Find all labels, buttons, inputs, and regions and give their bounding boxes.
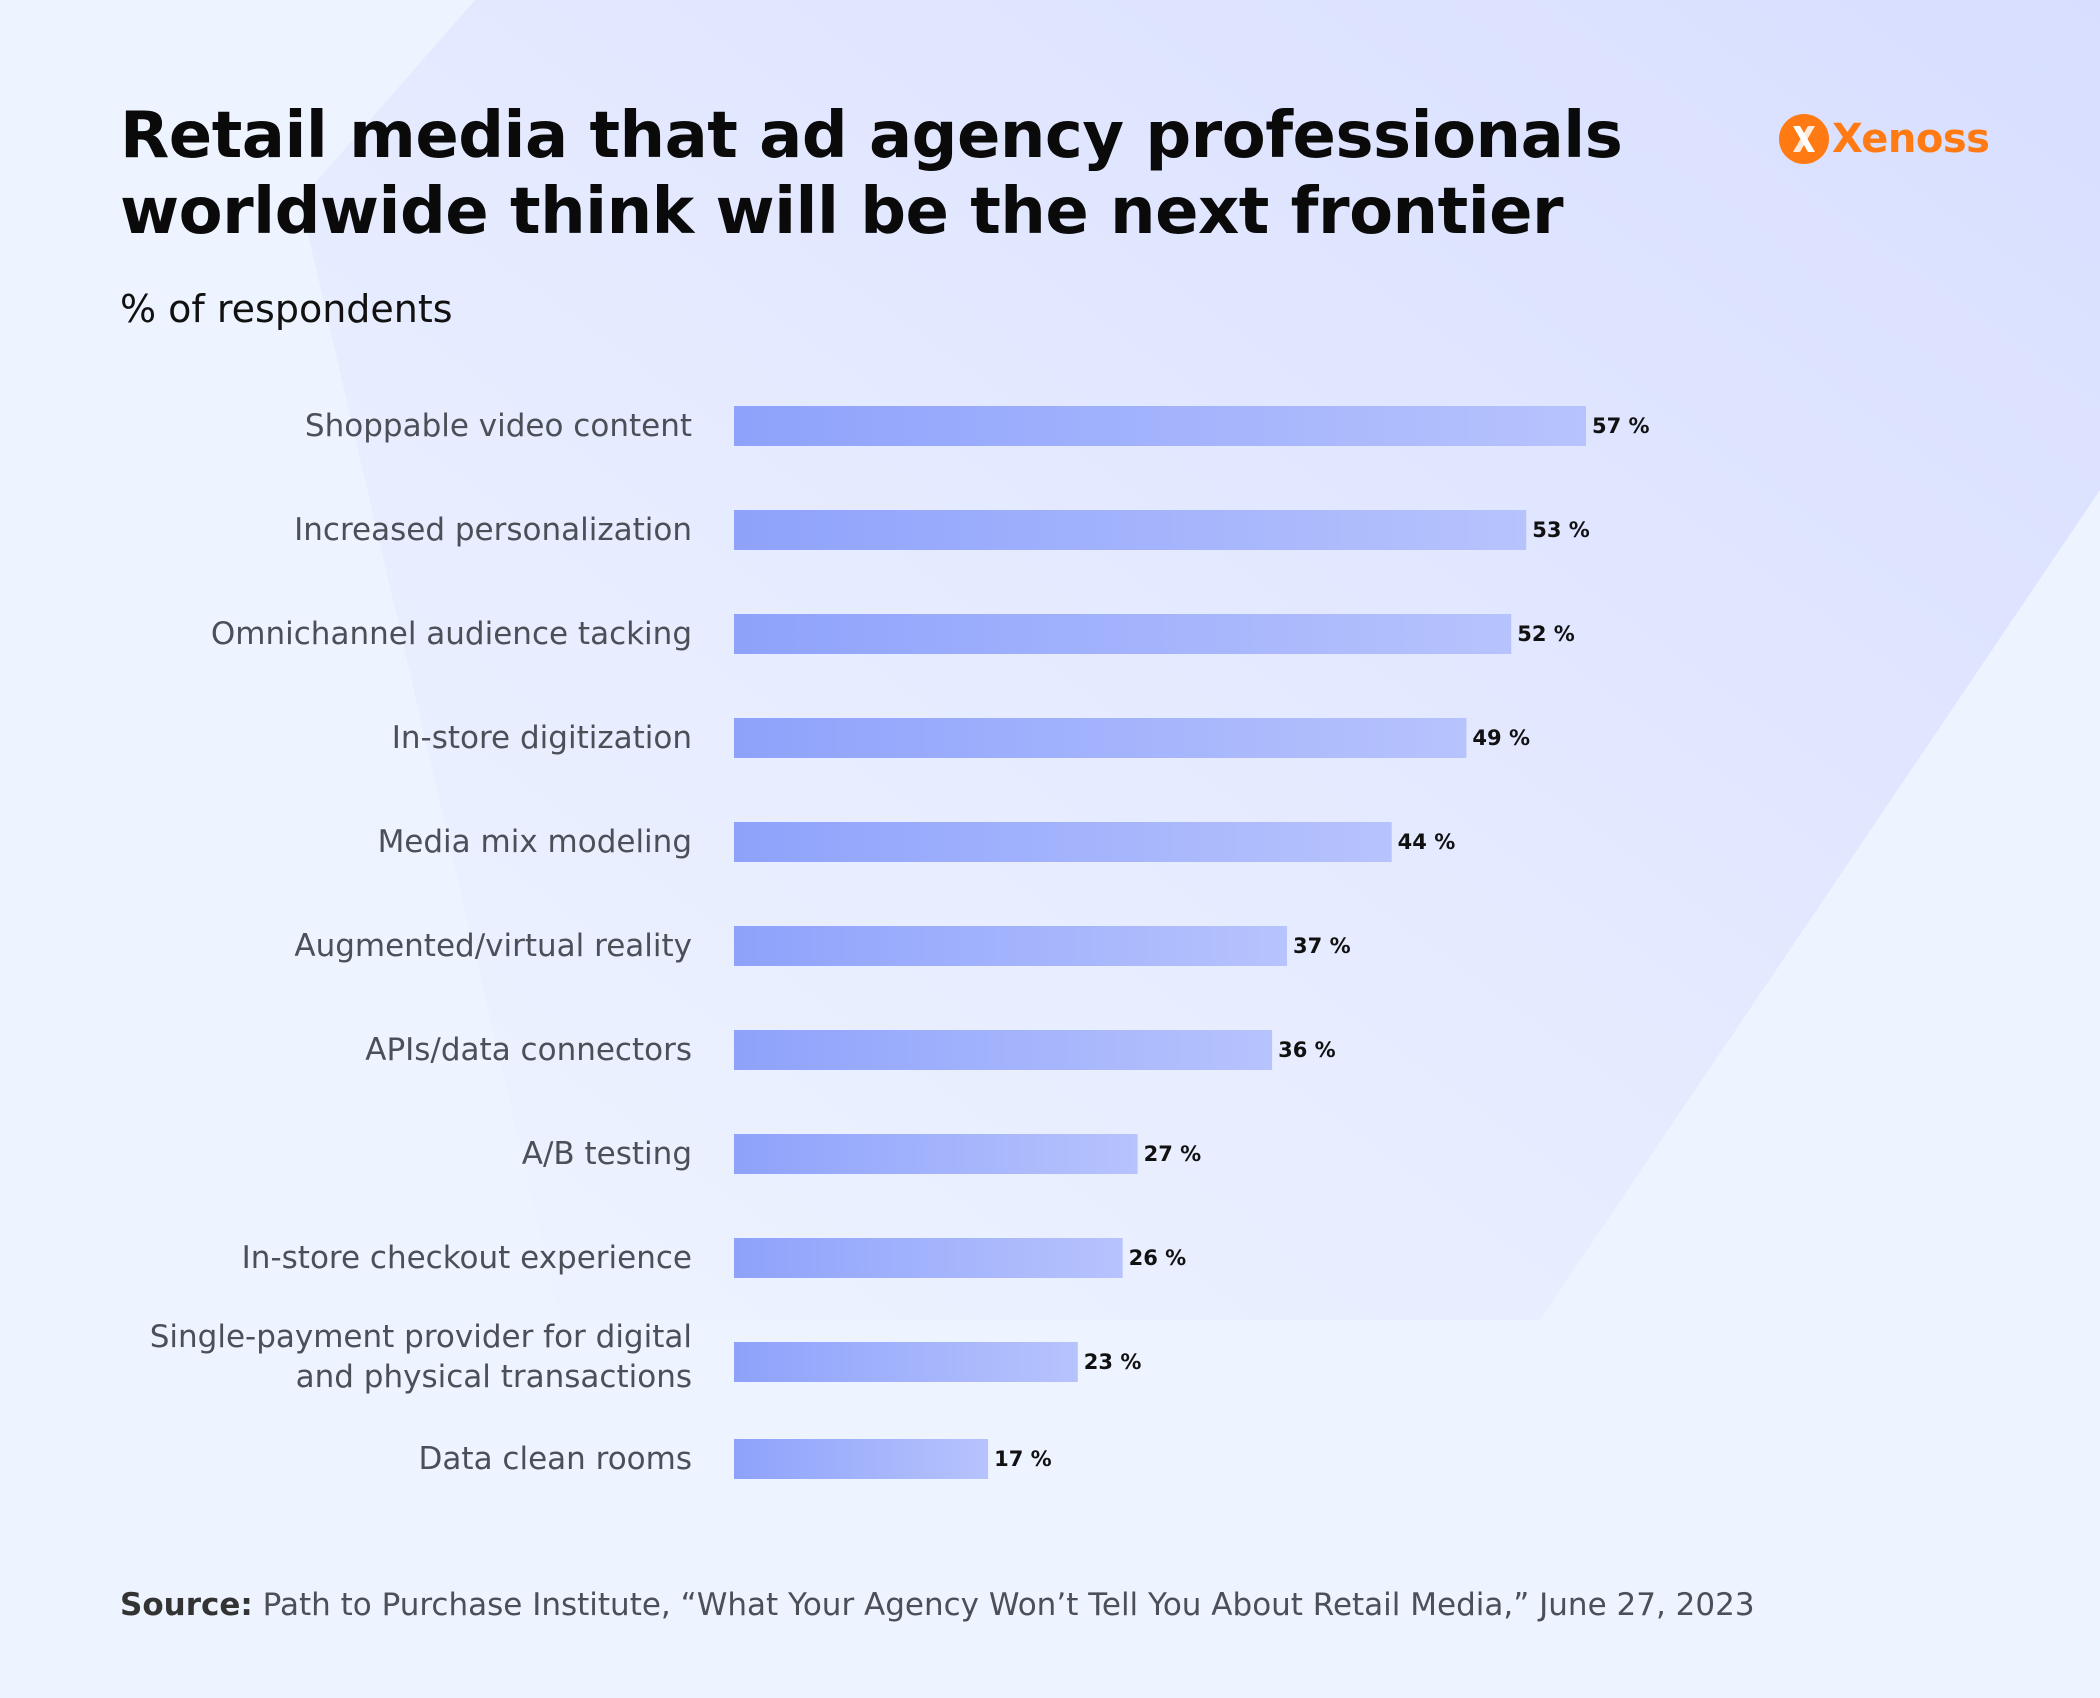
data-label: 26 % <box>1129 1246 1187 1270</box>
category-label: In-store digitization <box>392 720 692 756</box>
data-label: 49 % <box>1472 726 1530 750</box>
data-label: 37 % <box>1293 934 1351 958</box>
chart-subtitle: % of respondents <box>120 287 453 331</box>
category-label: Single-payment provider for digital <box>150 1319 692 1355</box>
x-logo-icon <box>1779 114 1829 164</box>
source-label: Source: <box>120 1587 253 1623</box>
brand-name: Xenoss <box>1832 116 1990 162</box>
bar <box>734 1439 989 1479</box>
category-label: A/B testing <box>522 1136 692 1172</box>
category-label: Augmented/virtual reality <box>294 928 692 964</box>
category-label: APIs/data connectors <box>365 1032 692 1068</box>
chart-title: Retail media that ad agency professional… <box>120 98 1720 250</box>
bar <box>734 614 1512 654</box>
bar <box>734 1030 1273 1070</box>
source-note: Source: Path to Purchase Institute, “Wha… <box>120 1585 1755 1625</box>
source-text: Path to Purchase Institute, “What Your A… <box>262 1587 1755 1623</box>
bar <box>734 510 1527 550</box>
category-label: Media mix modeling <box>378 824 692 860</box>
bars-group: 57 % Shoppable video content 53 % Increased… <box>150 406 1650 1479</box>
data-label: 23 % <box>1084 1350 1142 1374</box>
data-label: 36 % <box>1278 1038 1336 1062</box>
category-label: Omnichannel audience tacking <box>211 616 692 652</box>
chart-title-line-2: worldwide think will be the next frontie… <box>120 175 1564 249</box>
bar <box>734 1238 1123 1278</box>
bar <box>734 926 1288 966</box>
category-label: Increased personalization <box>294 512 692 548</box>
data-label: 53 % <box>1532 518 1590 542</box>
category-label: Data clean rooms <box>419 1441 692 1477</box>
data-label: 57 % <box>1592 414 1650 438</box>
bar <box>734 1134 1138 1174</box>
chart-title-line-1: Retail media that ad agency professional… <box>120 99 1623 173</box>
category-label: and physical transactions <box>296 1359 692 1395</box>
bar <box>734 718 1467 758</box>
data-label: 17 % <box>994 1447 1052 1471</box>
category-label: Shoppable video content <box>305 408 692 444</box>
data-label: 52 % <box>1517 622 1575 646</box>
data-label: 27 % <box>1144 1142 1202 1166</box>
bar <box>734 1342 1078 1382</box>
data-label: 44 % <box>1398 830 1456 854</box>
bar <box>734 822 1392 862</box>
brand-logo: Xenoss <box>1778 111 1990 167</box>
bar <box>734 406 1586 446</box>
category-label: In-store checkout experience <box>242 1240 692 1276</box>
